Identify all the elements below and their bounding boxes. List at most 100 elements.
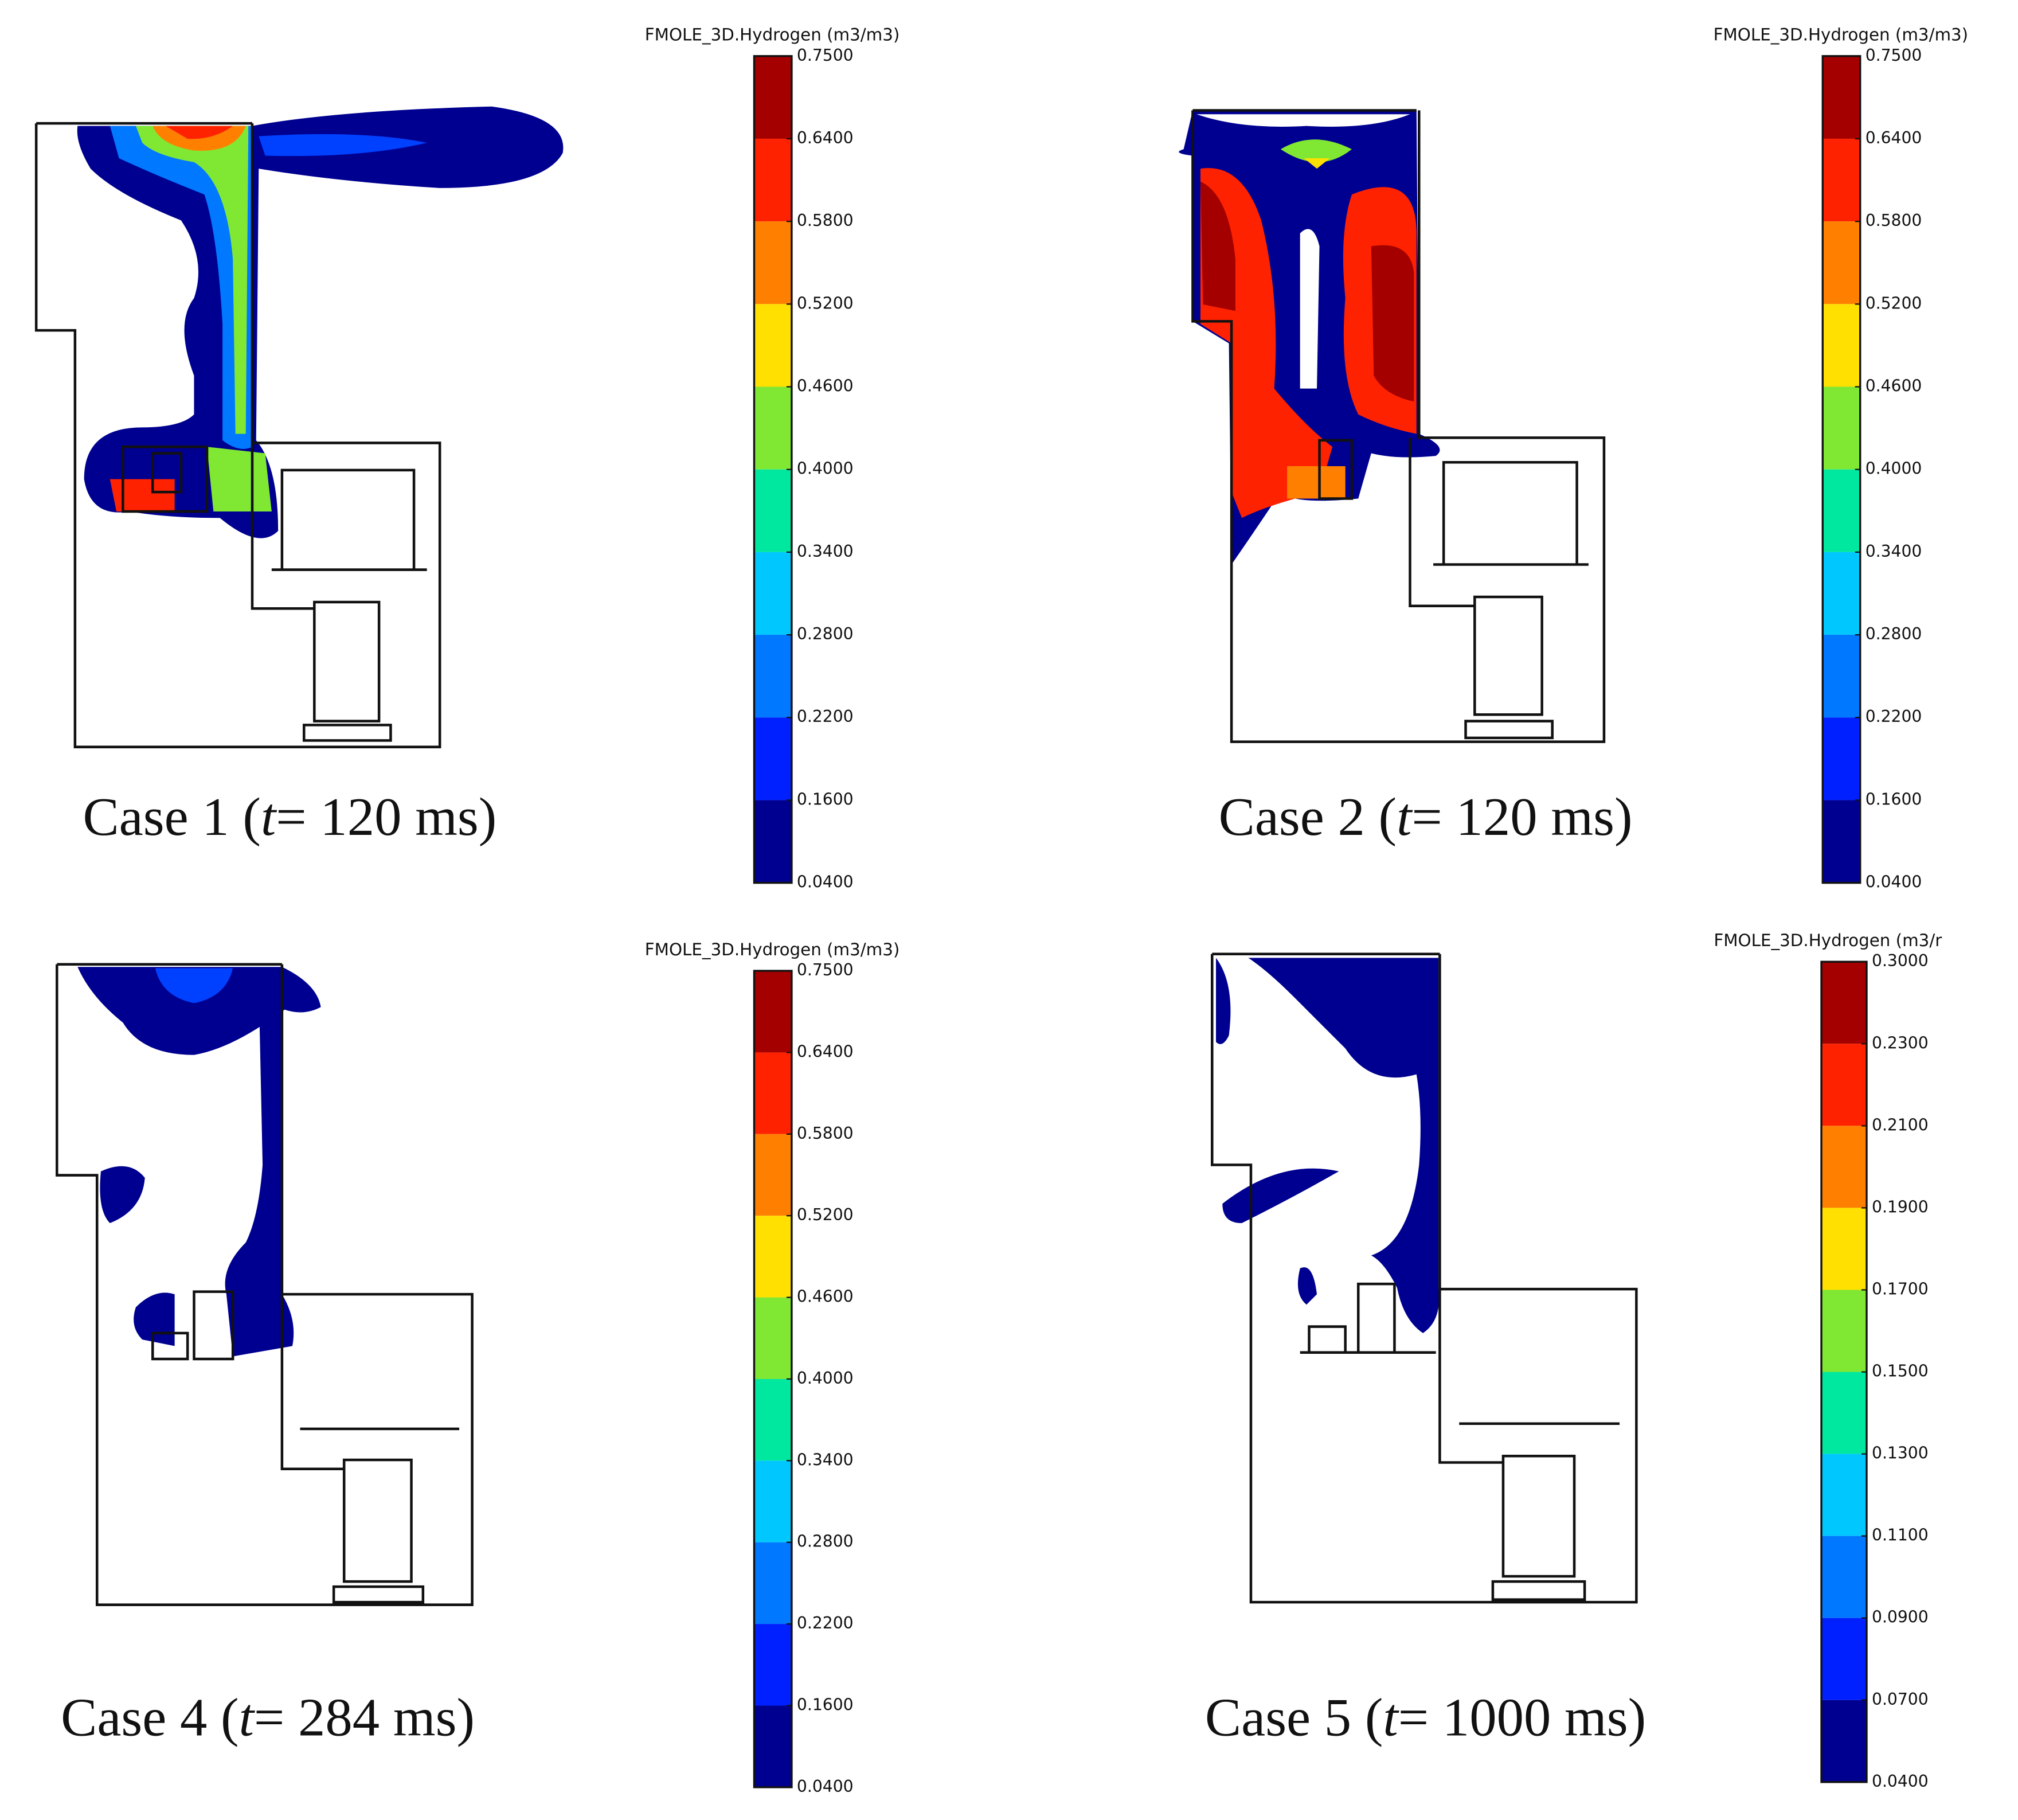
colorbar-segment bbox=[1823, 717, 1860, 800]
colorbar-segment bbox=[1821, 1126, 1867, 1208]
colorbar-tick-label: 0.1700 bbox=[1872, 1279, 1929, 1298]
colorbar-segment bbox=[1821, 1044, 1867, 1126]
colorbar-tick-label: 0.6400 bbox=[797, 128, 854, 147]
colorbar-segment bbox=[754, 1624, 792, 1706]
colorbar-tick-label: 0.0900 bbox=[1872, 1608, 1929, 1627]
colorbar-segment bbox=[754, 221, 792, 304]
caption: Case 5 (t= 1000 ms) bbox=[1205, 1688, 1646, 1748]
colorbar-tick-label: 0.1500 bbox=[1872, 1362, 1929, 1381]
building-case-1 bbox=[34, 122, 441, 748]
colorbar-segment bbox=[1821, 1618, 1867, 1700]
colorbar-segment bbox=[754, 1460, 792, 1542]
caption-variable: t bbox=[261, 787, 277, 847]
colorbar-tick-label: 0.1300 bbox=[1872, 1444, 1929, 1463]
colorbar-segment bbox=[1823, 386, 1860, 470]
colorbar-segment bbox=[754, 1216, 792, 1298]
colorbar-segment bbox=[1823, 635, 1860, 718]
colorbar-tick-label: 0.0400 bbox=[797, 1777, 854, 1796]
colorbar-tick-label: 0.5800 bbox=[797, 1124, 854, 1143]
colorbar-title: FMOLE_3D.Hydrogen (m3/m3) bbox=[645, 940, 900, 959]
colorbar-segment bbox=[1823, 221, 1860, 304]
colorbar-tick-label: 0.0400 bbox=[1872, 1772, 1929, 1791]
colorbar-title: FMOLE_3D.Hydrogen (m3/r bbox=[1714, 931, 1942, 950]
colorbar-segment bbox=[1821, 1700, 1867, 1782]
colorbar-tick-label: 0.2800 bbox=[797, 1532, 854, 1551]
panel: FMOLE_3D.Hydrogen (m3/m3)0.7500 0.6400 0.5… bbox=[83, 25, 900, 892]
colorbar-segment bbox=[754, 1297, 792, 1379]
colorbar-segment bbox=[754, 386, 792, 470]
colorbar-tick-label: 0.1900 bbox=[1872, 1197, 1929, 1216]
colorbar-tick-label: 0.1600 bbox=[1866, 790, 1922, 809]
panel: FMOLE_3D.Hydrogen (m3/m3)0.7500 0.6400 0.5… bbox=[1219, 25, 1969, 892]
caption-text: Case 2 ( bbox=[1219, 787, 1397, 847]
colorbar-segment bbox=[1823, 800, 1860, 883]
caption-variable: t bbox=[239, 1688, 256, 1748]
colorbar-tick-label: 0.6400 bbox=[1866, 128, 1922, 147]
colorbar-segment bbox=[754, 56, 792, 139]
colorbar-segment bbox=[1823, 138, 1860, 222]
colorbar-tick-label: 0.5200 bbox=[797, 1205, 854, 1224]
colorbar-segment bbox=[754, 552, 792, 635]
colorbar-tick-label: 0.2200 bbox=[797, 707, 854, 726]
colorbar-tick-label: 0.1600 bbox=[797, 1695, 854, 1714]
colorbar-tick-label: 0.3000 bbox=[1872, 951, 1929, 970]
colorbar-segment bbox=[1821, 1454, 1867, 1536]
colorbar-segment bbox=[1821, 1536, 1867, 1618]
colorbar-tick-label: 0.7500 bbox=[797, 46, 854, 65]
caption-text: Case 4 ( bbox=[61, 1688, 238, 1748]
caption-variable: t bbox=[1383, 1688, 1399, 1748]
caption: Case 1 (t= 120 ms) bbox=[83, 787, 496, 847]
colorbar-tick-label: 0.7500 bbox=[1866, 46, 1922, 65]
contour-case-2 bbox=[1179, 110, 1440, 565]
colorbar-segment bbox=[754, 1378, 792, 1461]
building-case-4 bbox=[56, 963, 474, 1606]
colorbar-tick-label: 0.3400 bbox=[1866, 542, 1922, 561]
colorbar-tick-label: 0.4600 bbox=[797, 377, 854, 396]
colorbar-segment bbox=[1821, 1208, 1867, 1290]
colorbar-tick-label: 0.6400 bbox=[797, 1042, 854, 1061]
caption-text: Case 1 ( bbox=[83, 787, 260, 847]
colorbar-segment bbox=[1821, 1290, 1867, 1372]
building-case-5 bbox=[1211, 952, 1638, 1604]
caption-text: = 284 ms) bbox=[254, 1688, 475, 1748]
colorbar-tick-label: 0.5800 bbox=[797, 211, 854, 230]
colorbar-tick-label: 0.2300 bbox=[1872, 1033, 1929, 1052]
colorbar-tick-label: 0.0700 bbox=[1872, 1690, 1929, 1709]
colorbar-segment bbox=[754, 304, 792, 387]
colorbar-tick-label: 0.0400 bbox=[1866, 873, 1922, 892]
colorbar-segment bbox=[754, 138, 792, 222]
colorbar-tick-label: 0.4600 bbox=[1866, 377, 1922, 396]
colorbar-tick-label: 0.4600 bbox=[797, 1287, 854, 1306]
colorbar-segment bbox=[754, 800, 792, 883]
caption-text: = 1000 ms) bbox=[1398, 1688, 1646, 1748]
colorbar-segment bbox=[754, 635, 792, 718]
building-case-2 bbox=[1191, 109, 1606, 743]
colorbar-segment bbox=[754, 717, 792, 800]
colorbar-segment bbox=[1823, 469, 1860, 552]
colorbar-title: FMOLE_3D.Hydrogen (m3/m3) bbox=[1714, 25, 1969, 45]
caption: Case 2 (t= 120 ms) bbox=[1219, 787, 1633, 847]
colorbar-segment bbox=[754, 1134, 792, 1216]
colorbar-tick-label: 0.1100 bbox=[1872, 1526, 1929, 1545]
colorbar-tick-label: 0.1600 bbox=[797, 790, 854, 809]
contour-case-1 bbox=[77, 106, 564, 538]
colorbar-tick-label: 0.2800 bbox=[797, 624, 854, 643]
colorbar-tick-label: 0.2200 bbox=[1866, 707, 1922, 726]
colorbar-segment bbox=[1823, 552, 1860, 635]
caption-text: Case 5 ( bbox=[1205, 1688, 1383, 1748]
colorbar-tick-label: 0.4000 bbox=[797, 459, 854, 478]
colorbar-tick-label: 0.7500 bbox=[797, 960, 854, 979]
colorbar-segment bbox=[1821, 1372, 1867, 1454]
colorbar-tick-label: 0.2200 bbox=[797, 1614, 854, 1632]
panel: FMOLE_3D.Hydrogen (m3/m3)0.7500 0.6400 0.5… bbox=[61, 940, 900, 1796]
colorbar-segment bbox=[754, 1052, 792, 1134]
colorbar-tick-label: 0.4000 bbox=[797, 1369, 854, 1388]
colorbar-segment bbox=[1821, 962, 1867, 1044]
colorbar-segment bbox=[754, 469, 792, 552]
colorbar-segment bbox=[754, 1542, 792, 1624]
colorbar-segment bbox=[1823, 304, 1860, 387]
colorbar-tick-label: 0.5200 bbox=[797, 294, 854, 313]
